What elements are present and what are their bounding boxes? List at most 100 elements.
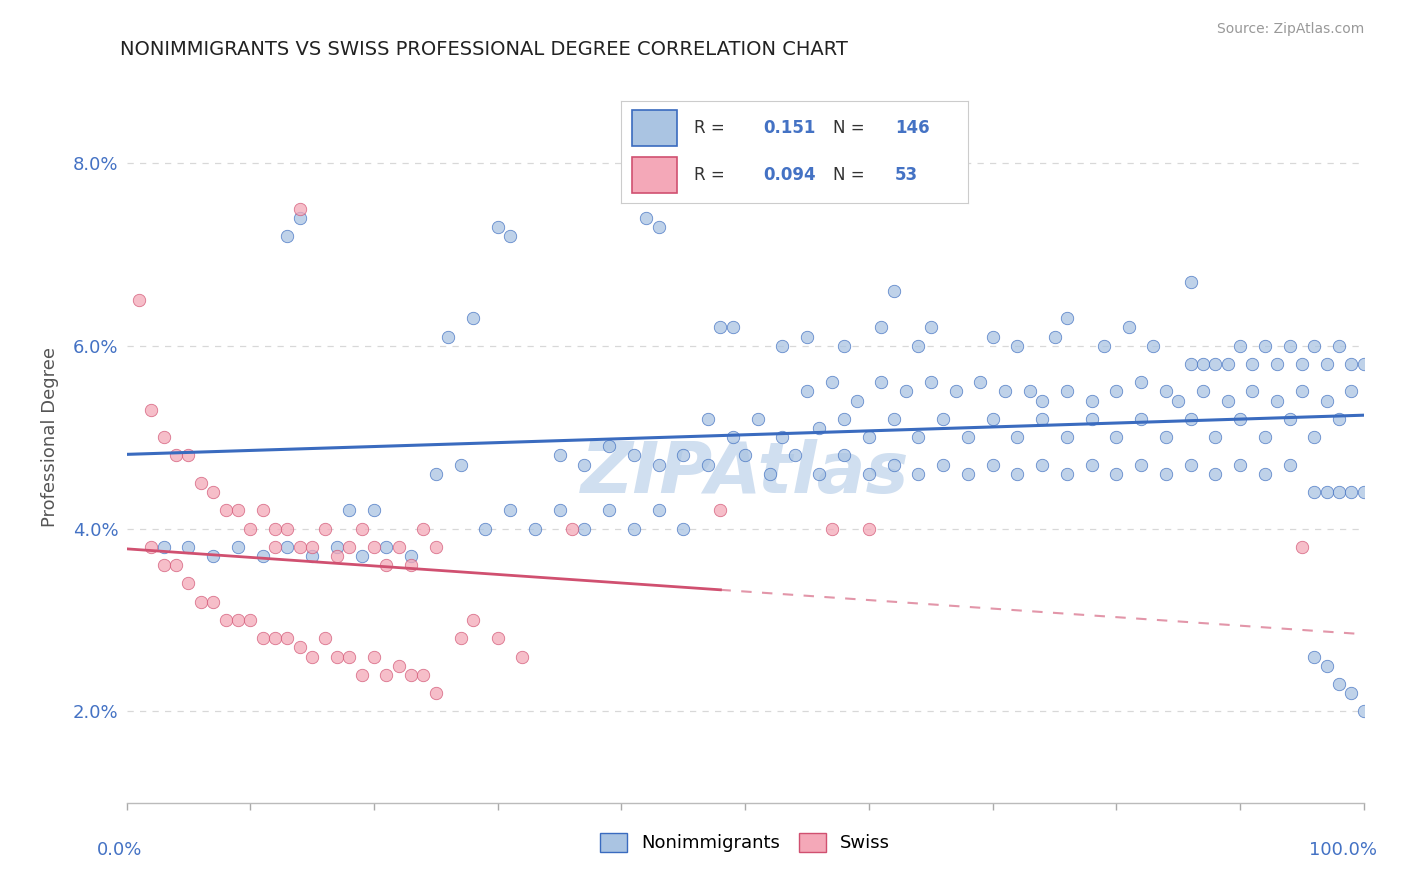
Point xyxy=(276,632,298,646)
Point xyxy=(1007,339,1029,353)
Point xyxy=(1180,458,1202,472)
Point xyxy=(1278,458,1301,472)
Point xyxy=(1254,430,1277,444)
Point xyxy=(461,613,484,627)
Point xyxy=(1056,467,1078,481)
Point xyxy=(1204,467,1226,481)
Point xyxy=(1303,649,1326,664)
Point xyxy=(375,667,398,681)
Point xyxy=(1327,677,1350,691)
Point xyxy=(647,458,669,472)
Point xyxy=(239,521,262,535)
Point xyxy=(474,521,496,535)
Point xyxy=(561,521,583,535)
Point xyxy=(796,384,818,399)
Point xyxy=(548,448,571,462)
Point xyxy=(598,439,620,453)
Point xyxy=(907,430,929,444)
Point xyxy=(1327,485,1350,500)
Point xyxy=(301,540,323,554)
Point xyxy=(152,430,174,444)
Point xyxy=(808,421,831,435)
Point xyxy=(276,521,298,535)
Point xyxy=(956,467,979,481)
Point xyxy=(883,412,905,426)
Point xyxy=(1241,384,1264,399)
Point xyxy=(1204,357,1226,371)
Point xyxy=(894,384,917,399)
Point xyxy=(907,339,929,353)
Point xyxy=(1167,393,1189,408)
Point xyxy=(152,540,174,554)
Point xyxy=(647,503,669,517)
Point xyxy=(165,558,187,573)
Point xyxy=(190,475,212,490)
Point xyxy=(399,558,422,573)
Point xyxy=(832,448,855,462)
Point xyxy=(337,540,360,554)
Point xyxy=(1056,430,1078,444)
Point xyxy=(1303,485,1326,500)
Point xyxy=(252,632,274,646)
Point xyxy=(214,613,236,627)
Point xyxy=(276,540,298,554)
Point xyxy=(437,329,460,343)
Point xyxy=(1007,430,1029,444)
Point xyxy=(128,293,150,307)
Point xyxy=(1180,275,1202,289)
Point xyxy=(932,458,955,472)
Point xyxy=(363,503,385,517)
Point xyxy=(697,458,720,472)
Point xyxy=(1316,658,1339,673)
Point xyxy=(1229,339,1251,353)
Point xyxy=(1043,329,1066,343)
Point xyxy=(202,485,225,500)
Point xyxy=(288,202,311,216)
Point xyxy=(907,467,929,481)
Point xyxy=(832,412,855,426)
Point xyxy=(375,540,398,554)
Point xyxy=(326,549,349,563)
Point xyxy=(1180,412,1202,426)
Point xyxy=(969,375,991,389)
Point xyxy=(1105,384,1128,399)
Point xyxy=(1154,467,1177,481)
Point xyxy=(1130,412,1153,426)
Point xyxy=(932,412,955,426)
Point xyxy=(770,339,793,353)
Point xyxy=(425,467,447,481)
Point xyxy=(1278,339,1301,353)
Point xyxy=(858,467,880,481)
Text: ZIPAtlas: ZIPAtlas xyxy=(581,439,910,508)
Point xyxy=(796,329,818,343)
Point xyxy=(770,430,793,444)
Point xyxy=(1154,430,1177,444)
Point xyxy=(623,521,645,535)
Point xyxy=(1265,357,1288,371)
Point xyxy=(363,540,385,554)
Point xyxy=(1254,467,1277,481)
Point xyxy=(412,521,434,535)
Point xyxy=(1340,357,1362,371)
Point xyxy=(177,576,200,591)
Text: 100.0%: 100.0% xyxy=(1309,840,1376,858)
Point xyxy=(512,649,534,664)
Point xyxy=(425,540,447,554)
Point xyxy=(288,540,311,554)
Point xyxy=(945,384,967,399)
Point xyxy=(672,448,695,462)
Point xyxy=(1316,485,1339,500)
Point xyxy=(486,219,509,234)
Point xyxy=(1353,485,1375,500)
Point xyxy=(1303,339,1326,353)
Point xyxy=(1192,357,1215,371)
Point xyxy=(1031,412,1053,426)
Text: Source: ZipAtlas.com: Source: ZipAtlas.com xyxy=(1216,22,1364,37)
Point xyxy=(264,521,287,535)
Point xyxy=(821,375,844,389)
Point xyxy=(883,284,905,298)
Point xyxy=(252,549,274,563)
Point xyxy=(1291,540,1313,554)
Point xyxy=(239,613,262,627)
Point xyxy=(1080,458,1102,472)
